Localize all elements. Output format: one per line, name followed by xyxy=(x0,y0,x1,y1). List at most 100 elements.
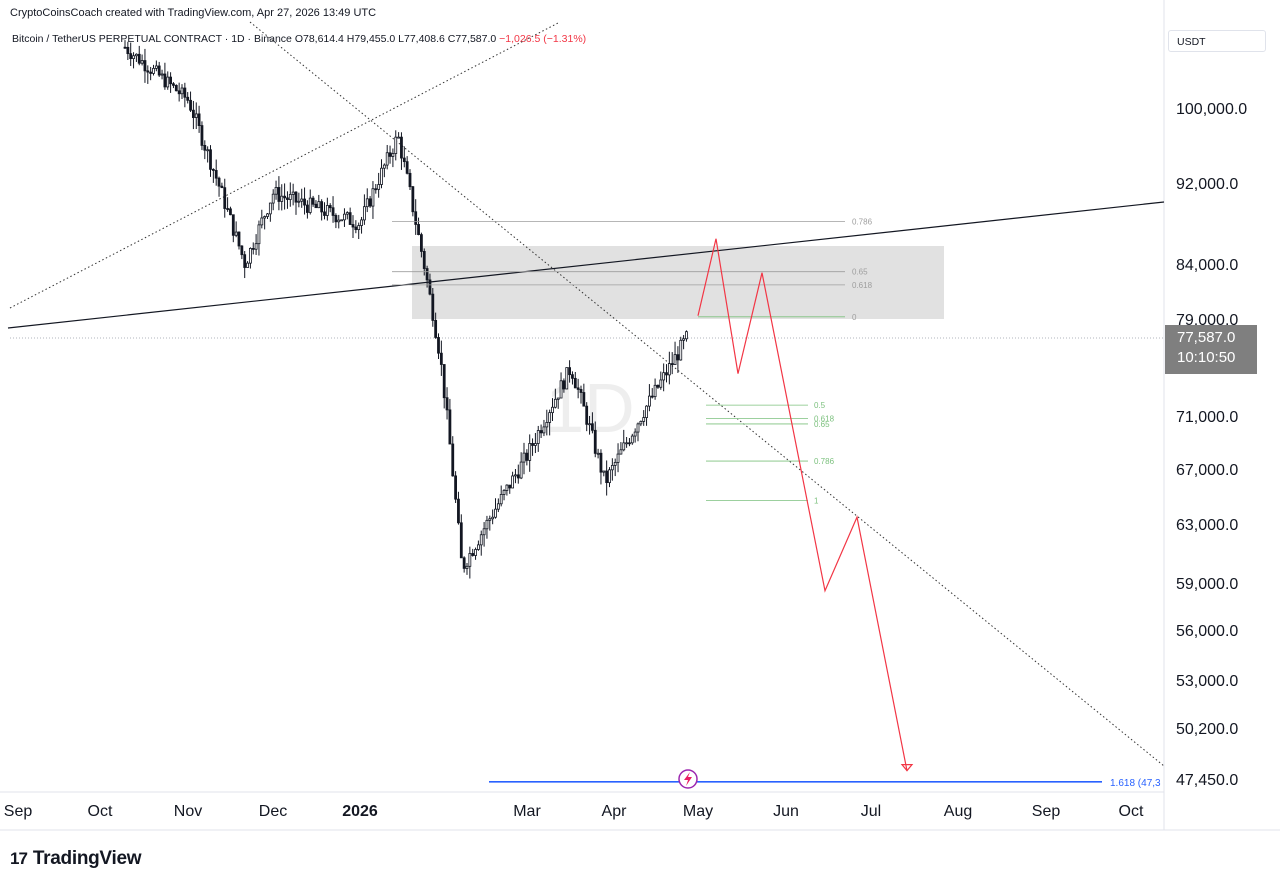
y-tick-label: 47,450.0 xyxy=(1176,772,1238,789)
candle-body xyxy=(157,65,161,76)
candle-body xyxy=(522,452,526,463)
candle-body xyxy=(496,503,500,510)
candle-body xyxy=(630,435,634,444)
candle-body xyxy=(676,354,680,361)
projection-path[interactable] xyxy=(697,238,908,771)
candle-body xyxy=(559,380,563,399)
candle-body xyxy=(488,518,492,521)
candle-body xyxy=(439,352,443,365)
x-tick-label: Jul xyxy=(861,803,881,820)
candle-body xyxy=(556,397,560,400)
candle-body xyxy=(374,188,378,191)
candle-body xyxy=(553,398,557,408)
tradingview-logo[interactable]: 17 TradingView xyxy=(10,848,142,870)
candle-body xyxy=(305,204,309,213)
candle-body xyxy=(331,207,335,216)
candle-body xyxy=(568,367,571,376)
x-tick-label: Sep xyxy=(1032,803,1061,820)
y-axis-labels: 100,000.0 92,000.0 84,000.0 79,000.0 71,000.… xyxy=(1176,101,1247,789)
x-tick-label: 2026 xyxy=(342,803,378,820)
candle-body xyxy=(479,534,483,546)
candle-body xyxy=(462,557,466,569)
candle-body xyxy=(317,201,321,209)
candle-body xyxy=(251,248,255,250)
candle-body xyxy=(297,200,301,203)
candle-body xyxy=(163,73,167,88)
candle-body xyxy=(172,83,175,86)
candle-body xyxy=(445,397,449,411)
candle-body xyxy=(246,262,249,268)
candle-body xyxy=(531,443,534,446)
candle-body xyxy=(320,201,324,213)
candle-body xyxy=(599,452,603,473)
candle-body xyxy=(211,168,215,171)
resistance-zone[interactable] xyxy=(412,246,944,319)
candle-body xyxy=(397,136,401,139)
candle-body xyxy=(565,367,569,390)
candle-body xyxy=(645,405,648,418)
fib-retracement-upper[interactable]: 0.786 0.65 0.618 0 xyxy=(392,217,873,322)
candle-body xyxy=(451,443,455,477)
x-tick-label: Aug xyxy=(944,803,972,820)
target-label: 1.618 (47,3 xyxy=(1110,778,1161,789)
candle-body xyxy=(476,544,480,550)
symbol-name[interactable]: Bitcoin / TetherUS PERPETUAL CONTRACT · … xyxy=(12,33,292,45)
ascending-support-line[interactable] xyxy=(7,201,1165,329)
x-tick-label: Jun xyxy=(773,803,799,820)
candle-body xyxy=(328,205,332,209)
candle-body xyxy=(197,113,201,126)
candle-body xyxy=(485,519,489,530)
fib-level-label: 0.618 xyxy=(814,415,835,424)
upper-channel-line[interactable] xyxy=(9,21,561,309)
candle-body xyxy=(129,53,133,59)
candle-body xyxy=(428,279,432,295)
candle-body xyxy=(639,421,643,425)
candle-body xyxy=(673,354,677,365)
candle-body xyxy=(360,219,363,226)
candle-body xyxy=(593,429,597,454)
candle-body xyxy=(183,87,187,98)
candle-body xyxy=(437,337,440,354)
candle-body xyxy=(528,443,532,461)
last-price-label: 77,587.0 10:10:50 xyxy=(1165,325,1257,374)
y-tick-label: 59,000.0 xyxy=(1176,576,1238,593)
candle-body xyxy=(417,224,420,236)
candle-body xyxy=(234,231,238,236)
tradingview-logo-text: TradingView xyxy=(32,848,142,869)
candle-body xyxy=(226,208,230,210)
candle-body xyxy=(414,211,418,225)
candle-body xyxy=(377,184,381,190)
x-tick-label: Mar xyxy=(513,803,541,820)
bolt-icon[interactable] xyxy=(678,769,698,789)
descending-trendline[interactable] xyxy=(249,21,1165,767)
candle-body xyxy=(206,149,210,152)
candle-body xyxy=(194,113,198,118)
candle-body xyxy=(209,149,212,170)
candle-body xyxy=(665,372,668,376)
candle-body xyxy=(385,152,389,166)
candle-body xyxy=(511,475,515,489)
candle-body xyxy=(382,164,386,169)
candle-body xyxy=(619,449,623,455)
candle-body xyxy=(303,198,306,206)
y-tick-label: 84,000.0 xyxy=(1176,257,1238,274)
candle-body xyxy=(229,208,232,216)
candle-body xyxy=(274,187,278,195)
fib-level-label: 0.65 xyxy=(814,420,830,429)
symbol-legend[interactable]: Bitcoin / TetherUS PERPETUAL CONTRACT · … xyxy=(12,33,586,45)
currency-selector[interactable]: USDT xyxy=(1168,30,1266,52)
candle-body xyxy=(237,231,241,247)
candle-body xyxy=(608,469,611,484)
candle-body xyxy=(545,422,549,428)
candle-body xyxy=(659,379,663,388)
candle-body xyxy=(636,423,640,433)
y-tick-label: 71,000.0 xyxy=(1176,409,1238,426)
candle-body xyxy=(174,84,178,92)
candle-body xyxy=(345,212,349,215)
candle-body xyxy=(134,53,138,57)
candle-body xyxy=(351,224,355,228)
candle-body xyxy=(400,136,403,159)
y-tick-label: 56,000.0 xyxy=(1176,623,1238,640)
